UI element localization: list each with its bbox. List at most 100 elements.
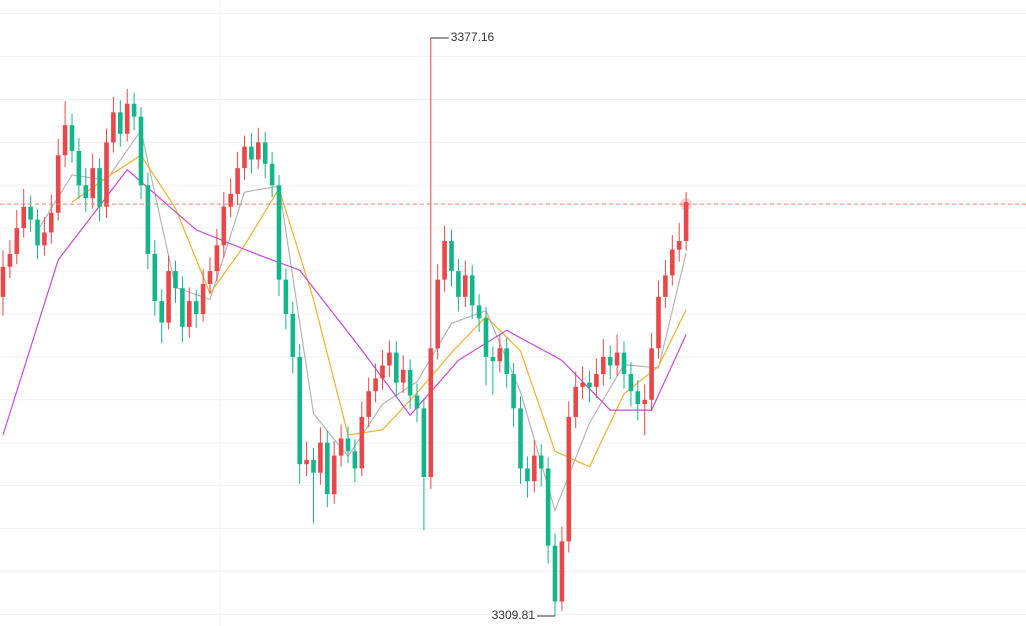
candle-body xyxy=(0,266,6,297)
candle-body xyxy=(511,374,516,409)
candle-body xyxy=(456,271,461,297)
candle-body xyxy=(242,146,247,169)
candle-body xyxy=(400,369,406,383)
candle-body xyxy=(532,455,537,482)
candle-body xyxy=(490,356,496,362)
candle-body xyxy=(235,168,240,194)
candle-body xyxy=(635,391,641,405)
candle-body xyxy=(359,416,365,469)
candle-body xyxy=(28,206,33,220)
candle-body xyxy=(21,206,26,229)
candle-body xyxy=(387,352,392,366)
candle-body xyxy=(607,356,613,366)
candle-body xyxy=(325,442,330,495)
candle-body xyxy=(207,271,213,284)
candle-body xyxy=(173,271,178,289)
moving-average-line xyxy=(71,154,687,468)
candle-body xyxy=(497,348,503,362)
min-label: 3309.81 xyxy=(492,608,536,622)
candle-body xyxy=(187,301,192,327)
candle-body xyxy=(614,352,620,366)
candle-body xyxy=(256,142,261,160)
candle-body xyxy=(642,399,647,405)
candle-body xyxy=(152,253,158,302)
candle-body xyxy=(670,249,675,276)
candle-body xyxy=(276,185,282,280)
candle-body xyxy=(663,275,668,297)
candle-body xyxy=(373,378,378,392)
candle-body xyxy=(525,468,530,482)
candle-body xyxy=(442,241,447,280)
candle-body xyxy=(304,459,309,465)
candle-body xyxy=(111,112,116,143)
candle-body xyxy=(214,245,220,272)
candle-body xyxy=(311,459,316,473)
candle-body xyxy=(469,275,475,306)
candle-body xyxy=(180,288,185,327)
candle-body xyxy=(49,212,54,233)
last-price-dot xyxy=(683,201,689,207)
candle-body xyxy=(228,193,233,207)
candle-body xyxy=(55,155,61,213)
candle-body xyxy=(435,279,440,349)
candle-body xyxy=(318,442,323,473)
candle-body xyxy=(621,352,627,375)
candle-body xyxy=(394,352,399,383)
candle-body xyxy=(138,116,144,186)
candle-body xyxy=(35,219,40,246)
moving-average-line xyxy=(2,168,687,436)
candle-body xyxy=(249,146,254,160)
candle-body xyxy=(601,356,606,375)
candle-body xyxy=(76,150,82,186)
candle-body xyxy=(200,283,206,314)
candle-body xyxy=(538,455,544,469)
candle-body xyxy=(476,305,482,319)
candle-body xyxy=(683,204,689,242)
candle-body xyxy=(297,356,302,465)
candle-body xyxy=(518,408,523,469)
candle-body xyxy=(97,168,102,207)
candle-body xyxy=(649,348,654,400)
candle-body xyxy=(428,348,434,478)
max-label: 3377.16 xyxy=(451,30,495,44)
candle-body xyxy=(83,185,89,199)
candle-body xyxy=(552,545,558,602)
candle-body xyxy=(262,142,268,164)
candle-body xyxy=(118,112,123,134)
candle-body xyxy=(42,232,47,246)
candle-body xyxy=(628,374,634,392)
candle-body xyxy=(380,365,385,379)
candle-body xyxy=(90,168,95,199)
candle-body xyxy=(463,275,468,297)
candle-body xyxy=(587,382,592,387)
moving-average-line xyxy=(36,128,687,513)
candle-body xyxy=(69,125,75,151)
candle-body xyxy=(483,318,489,357)
candle-body xyxy=(331,455,337,495)
candle-body xyxy=(407,369,413,396)
candle-body xyxy=(545,468,551,546)
candle-body xyxy=(656,296,661,349)
candle-body xyxy=(269,163,275,186)
candle-body xyxy=(594,374,599,387)
candle-body xyxy=(414,395,420,409)
candle-body xyxy=(104,142,109,207)
candle-body xyxy=(124,103,130,134)
candle-body xyxy=(449,241,454,272)
candle-body xyxy=(580,382,585,387)
candle-body xyxy=(131,103,137,117)
candle-body xyxy=(283,279,289,314)
candle-body xyxy=(7,253,13,267)
candle-body xyxy=(221,206,227,246)
candle-body xyxy=(504,348,509,375)
candle-body xyxy=(14,228,20,254)
candle-body xyxy=(573,386,578,417)
candle-body xyxy=(159,301,164,323)
candle-body xyxy=(676,241,682,250)
candle-body xyxy=(366,391,371,417)
candle-body xyxy=(352,451,358,469)
candle-body xyxy=(566,416,572,542)
candle-body xyxy=(62,125,68,156)
candle-body xyxy=(193,301,199,314)
